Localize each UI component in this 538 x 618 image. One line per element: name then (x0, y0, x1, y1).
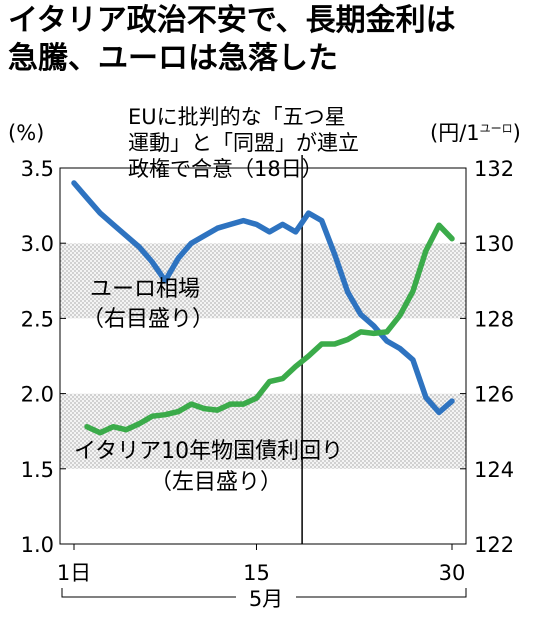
right-axis: (円/1ユーロ) 132 130 128 126 124 122 (430, 121, 521, 557)
x-tick-label: 30 (439, 561, 466, 585)
euro-series-sublabel: （右目盛り） (82, 307, 214, 332)
right-axis-unit: (円/1ユーロ) (430, 121, 521, 145)
left-tick-label: 1.0 (21, 533, 54, 557)
x-tick-label: 1日 (57, 561, 91, 585)
plot-background-bands (60, 168, 466, 544)
plot-band (60, 243, 466, 319)
italy-yield-line (84, 222, 455, 436)
month-label: 5月 (249, 587, 283, 611)
right-axis-unit-suffix: ) (513, 121, 521, 145)
euro-series-label: ユーロ相場 (90, 277, 200, 302)
series-labels: ユーロ相場 （右目盛り） イタリア10年物国債利回り （左目盛り） (74, 277, 343, 495)
left-axis-unit: (%) (8, 121, 44, 145)
x-tick-label: 15 (243, 561, 270, 585)
right-axis-unit-small: ユーロ (480, 122, 513, 135)
right-tick-label: 124 (474, 458, 514, 482)
plot-band (60, 318, 466, 394)
left-tick-label: 3.0 (21, 232, 54, 256)
right-axis-unit-prefix: (円/1 (430, 121, 480, 145)
left-tick-label: 1.5 (21, 458, 54, 482)
left-tick-label: 2.5 (21, 307, 54, 331)
right-tick-label: 130 (474, 232, 514, 256)
left-tick-label: 2.0 (21, 383, 54, 407)
month-bracket (61, 588, 467, 598)
right-tick-label: 122 (474, 533, 514, 557)
left-tick-label: 3.5 (21, 157, 54, 181)
annotation-line-3: 政権で合意（18日） (128, 157, 323, 181)
euro-rate-line (71, 180, 455, 416)
annotation-line-1: EUに批判的な「五つ星 (128, 105, 346, 129)
headline-line-1: イタリア政治不安で、長期金利は (8, 3, 456, 38)
yield-series-label: イタリア10年物国債利回り (74, 439, 343, 464)
left-axis: (%) 3.5 3.0 2.5 2.0 1.5 1.0 (8, 121, 66, 557)
annotation-line-2: 運動」と「同盟」が連立 (128, 131, 359, 155)
plot-frame (59, 167, 467, 545)
annotation-text: EUに批判的な「五つ星 運動」と「同盟」が連立 政権で合意（18日） (128, 105, 359, 181)
series-lines (71, 180, 455, 436)
headline-line-2: 急騰、ユーロは急落した (8, 41, 338, 76)
headline: イタリア政治不安で、長期金利は 急騰、ユーロは急落した (8, 2, 533, 78)
x-axis: 1日 15 30 5月 (57, 544, 467, 611)
right-tick-label: 132 (474, 157, 514, 181)
right-tick-label: 126 (474, 383, 514, 407)
yield-series-sublabel: （左目盛り） (150, 470, 282, 495)
plot-band (60, 468, 466, 544)
right-tick-label: 128 (474, 307, 514, 331)
